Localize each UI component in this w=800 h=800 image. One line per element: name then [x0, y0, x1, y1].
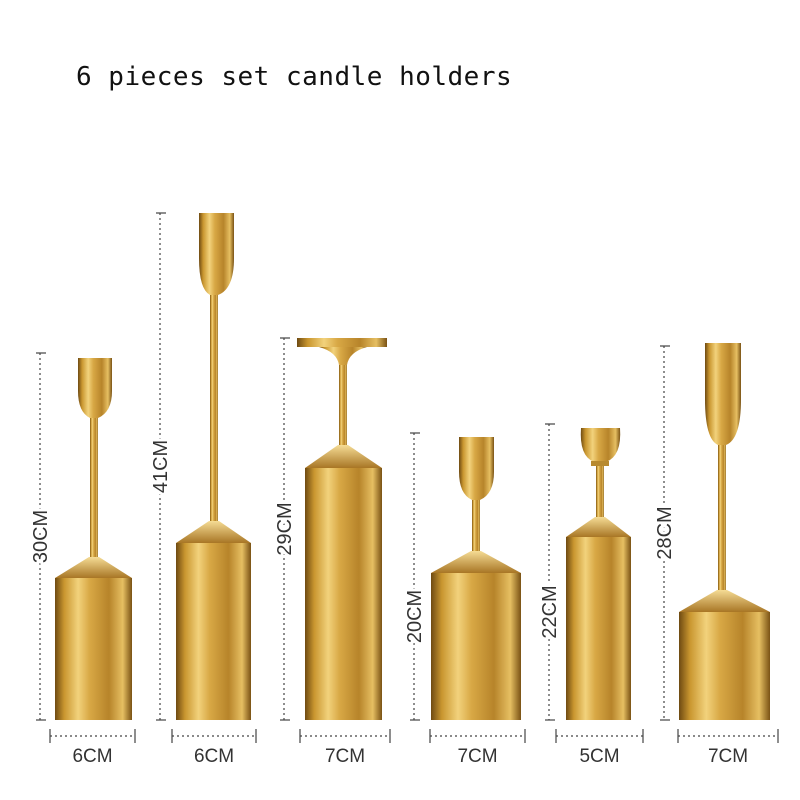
- holder-shoulder: [566, 517, 631, 537]
- candle-cup: [78, 358, 112, 418]
- height-label: 20CM: [404, 590, 426, 643]
- candle-cup: [705, 343, 741, 445]
- candle-cup: [199, 213, 234, 295]
- holder-body: [55, 578, 132, 720]
- candle-plate: [297, 338, 387, 347]
- candle-holder-4: 20CM 7CM: [401, 432, 526, 767]
- candle-bulb: [580, 428, 621, 462]
- height-label: 29CM: [274, 502, 296, 555]
- holder-shoulder: [431, 551, 521, 573]
- width-label: 7CM: [325, 746, 365, 767]
- width-label: 6CM: [194, 746, 234, 767]
- holder-stem: [339, 365, 347, 445]
- holder-stem: [718, 445, 726, 590]
- holder-body: [176, 543, 251, 720]
- holder-shoulder: [176, 521, 251, 543]
- holder-body: [679, 612, 770, 720]
- candle-holder-2: 41CM 6CM: [147, 212, 257, 767]
- product-title: 6 pieces set candle holders: [76, 62, 513, 92]
- candle-bulb-ring: [591, 461, 609, 466]
- width-label: 7CM: [457, 746, 497, 767]
- width-label: 5CM: [579, 746, 619, 767]
- holder-stem: [472, 500, 480, 551]
- height-label: 28CM: [654, 506, 676, 559]
- height-label: 30CM: [30, 510, 52, 563]
- width-label: 7CM: [708, 746, 748, 767]
- holder-shoulder: [305, 445, 382, 468]
- holder-stem: [210, 295, 218, 521]
- candle-holder-1: 30CM 6CM: [27, 352, 136, 767]
- holder-body: [431, 573, 521, 720]
- candle-holder-6: 28CM 7CM: [651, 343, 779, 767]
- holder-body: [566, 537, 631, 720]
- height-label: 22CM: [539, 585, 561, 638]
- holder-body: [305, 468, 382, 720]
- height-label: 41CM: [150, 440, 172, 493]
- holder-stem: [90, 418, 98, 557]
- holder-shoulder: [55, 557, 132, 578]
- holder-shoulder: [679, 590, 770, 612]
- width-label: 6CM: [72, 746, 112, 767]
- holder-stem: [596, 466, 604, 517]
- candle-holder-5: 22CM 5CM: [536, 423, 644, 767]
- candle-cup: [459, 437, 494, 500]
- candle-holder-3: 29CM 7CM: [271, 337, 391, 767]
- candle-plate-funnel: [319, 347, 367, 365]
